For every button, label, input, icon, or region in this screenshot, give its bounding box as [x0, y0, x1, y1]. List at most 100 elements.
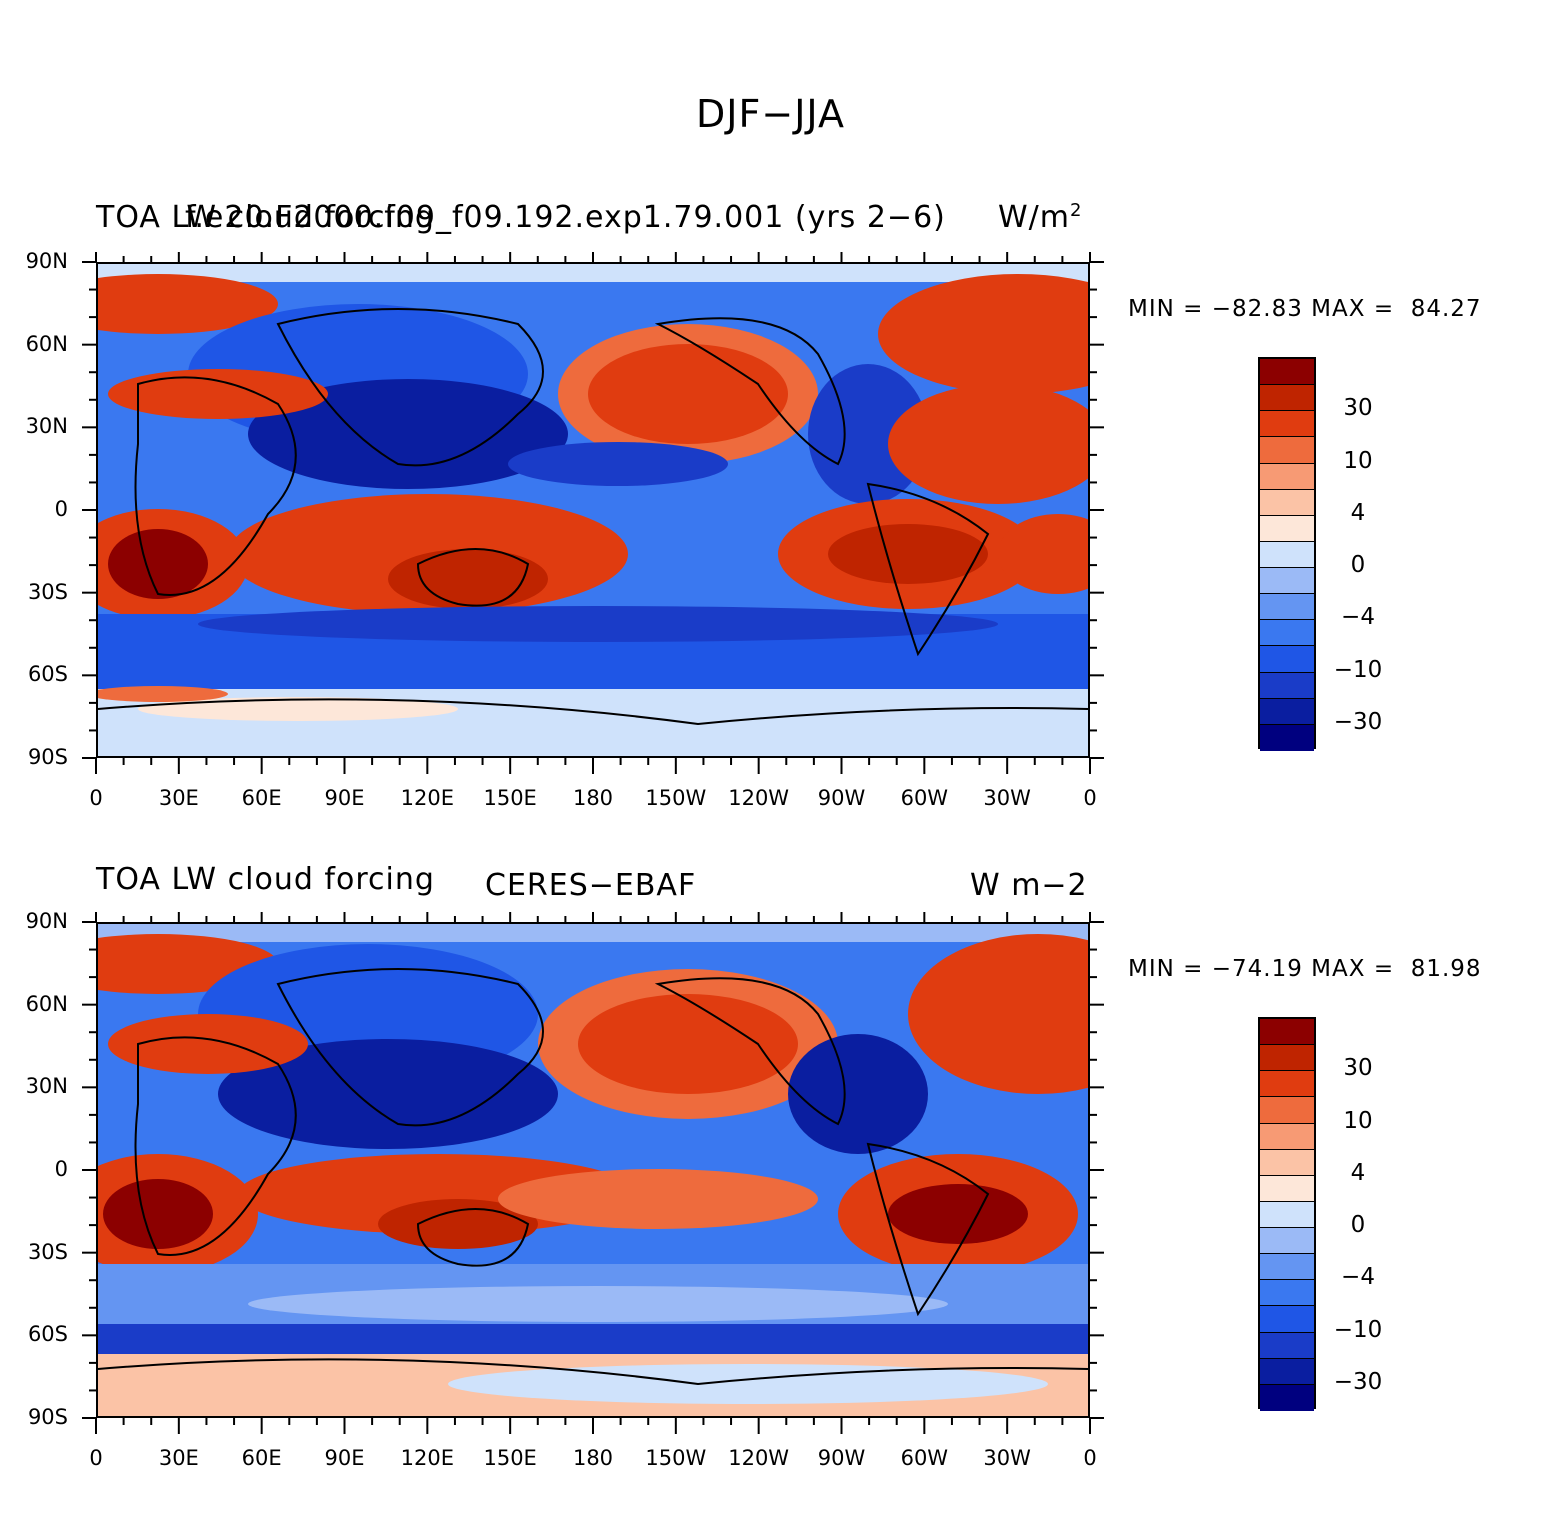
colorbar-label: 4: [1350, 1159, 1366, 1186]
colorbar-segment: [1260, 724, 1314, 751]
lon-label: 120W: [728, 1446, 790, 1470]
colorbar-segment: [1260, 1332, 1314, 1359]
map-plot: [96, 922, 1090, 1418]
lon-label: 120W: [728, 786, 790, 810]
lat-label: 60N: [25, 331, 68, 356]
lon-label: 0: [89, 1446, 103, 1470]
colorbar: [1258, 1017, 1316, 1411]
units-main: W/m: [998, 200, 1070, 235]
lat-label: 60S: [27, 1322, 68, 1347]
colorbar-segment: [1260, 698, 1314, 725]
lon-label: 120E: [400, 1446, 454, 1470]
lon-label: 0: [89, 786, 103, 810]
lon-label: 60W: [900, 786, 949, 810]
panel-left-title: TOA LW cloud forcing: [96, 200, 435, 235]
lon-label: 30E: [158, 1446, 199, 1470]
colorbar-segment: [1260, 411, 1314, 438]
colorbar-label: 0: [1350, 552, 1366, 579]
min-value: −74.19: [1211, 956, 1303, 982]
panel-left-title: TOA LW cloud forcing: [96, 862, 435, 897]
colorbar-label: 4: [1350, 499, 1366, 526]
colorbar-segment: [1260, 1019, 1314, 1046]
lon-label: 150W: [645, 786, 707, 810]
min-label: MIN =: [1128, 296, 1204, 322]
axes-ticks: [82, 912, 1104, 1434]
lon-label: 150E: [483, 1446, 537, 1470]
colorbar-segment: [1260, 385, 1314, 412]
colorbar-segment: [1260, 541, 1314, 568]
lon-label: 120E: [400, 786, 454, 810]
panel-observed: TOA LW cloud forcing CERES−EBAF W m−2 MI…: [0, 660, 1541, 1538]
colorbar-segment: [1260, 672, 1314, 699]
lon-label: 30W: [983, 786, 1031, 810]
colorbar-label: −30: [1333, 1368, 1383, 1395]
max-label: MAX =: [1311, 296, 1395, 322]
colorbar-segment: [1260, 1306, 1314, 1333]
lon-label: 0: [1083, 1446, 1097, 1470]
colorbar-segment: [1260, 620, 1314, 647]
lat-label: 30S: [27, 579, 68, 604]
lon-label: 30E: [158, 786, 199, 810]
lon-label: 90W: [817, 786, 866, 810]
figure-title: DJF−JJA: [696, 92, 845, 136]
lon-label: 60E: [241, 1446, 282, 1470]
max-value: 81.98: [1410, 956, 1482, 982]
minmax-readout: MIN = −74.19 MAX = 81.98: [1128, 956, 1482, 982]
colorbar-label: 30: [1343, 395, 1373, 422]
colorbar-segment: [1260, 594, 1314, 621]
max-label: MAX =: [1311, 956, 1395, 982]
lat-label: 60N: [25, 991, 68, 1016]
lon-label: 180: [572, 1446, 614, 1470]
colorbar-segment: [1260, 463, 1314, 490]
colorbar-segment: [1260, 515, 1314, 542]
colorbar-segment: [1260, 437, 1314, 464]
lon-label: 90E: [324, 1446, 365, 1470]
lon-label: 90E: [324, 786, 365, 810]
colorbar-segment: [1260, 1175, 1314, 1202]
colorbar-segment: [1260, 1228, 1314, 1255]
colorbar-label: −10: [1333, 656, 1383, 683]
colorbar-segment: [1260, 1201, 1314, 1228]
panel-units: W m−2: [970, 868, 1088, 903]
lon-label: 180: [572, 786, 614, 810]
map-svg: [98, 264, 1088, 756]
panel-units: W/m2: [998, 200, 1082, 235]
lon-label: 0: [1083, 786, 1097, 810]
lon-label: 60W: [900, 1446, 949, 1470]
lat-label: 30N: [25, 414, 68, 439]
panel-model: TOA LW cloud forcing f.e20.F2000.f09_f09…: [25, 200, 1482, 810]
colorbar-label: −4: [1341, 604, 1375, 631]
lat-label: 90S: [27, 745, 68, 769]
panel-center-title: CERES−EBAF: [485, 868, 697, 903]
min-label: MIN =: [1128, 956, 1204, 982]
units-sup: 2: [1070, 200, 1083, 221]
colorbar-label: 30: [1343, 1055, 1373, 1082]
colorbar-segment: [1260, 1254, 1314, 1281]
colorbar: [1258, 357, 1316, 751]
lon-label: 150E: [483, 786, 537, 810]
lon-label: 150W: [645, 1446, 707, 1470]
lat-label: 0: [54, 1157, 68, 1181]
colorbar-segment: [1260, 1280, 1314, 1307]
lon-label: 90W: [817, 1446, 866, 1470]
lat-label: 90N: [25, 909, 68, 933]
colorbar-segment: [1260, 1358, 1314, 1385]
colorbar-segment: [1260, 568, 1314, 595]
colorbar-segment: [1260, 1384, 1314, 1411]
colorbar-segment: [1260, 1149, 1314, 1176]
minmax-readout: MIN = −82.83 MAX = 84.27: [1128, 296, 1482, 322]
colorbar-label: −30: [1333, 708, 1383, 735]
colorbar-segment: [1260, 1071, 1314, 1098]
colorbar-label: −4: [1341, 1264, 1375, 1291]
colorbar-segment: [1260, 1097, 1314, 1124]
map-plot: [96, 262, 1090, 758]
lat-label: 90S: [27, 1405, 68, 1429]
colorbar-segment: [1260, 1045, 1314, 1072]
lon-label: 60E: [241, 786, 282, 810]
colorbar-label: 0: [1350, 1212, 1366, 1239]
lat-label: 60S: [27, 662, 68, 687]
panel-center-title: f.e20.F2000.f09_f09.192.exp1.79.001 (yrs…: [185, 200, 946, 235]
colorbar-segment: [1260, 489, 1314, 516]
lat-label: 30S: [27, 1239, 68, 1264]
colorbar-label: 10: [1343, 447, 1373, 474]
